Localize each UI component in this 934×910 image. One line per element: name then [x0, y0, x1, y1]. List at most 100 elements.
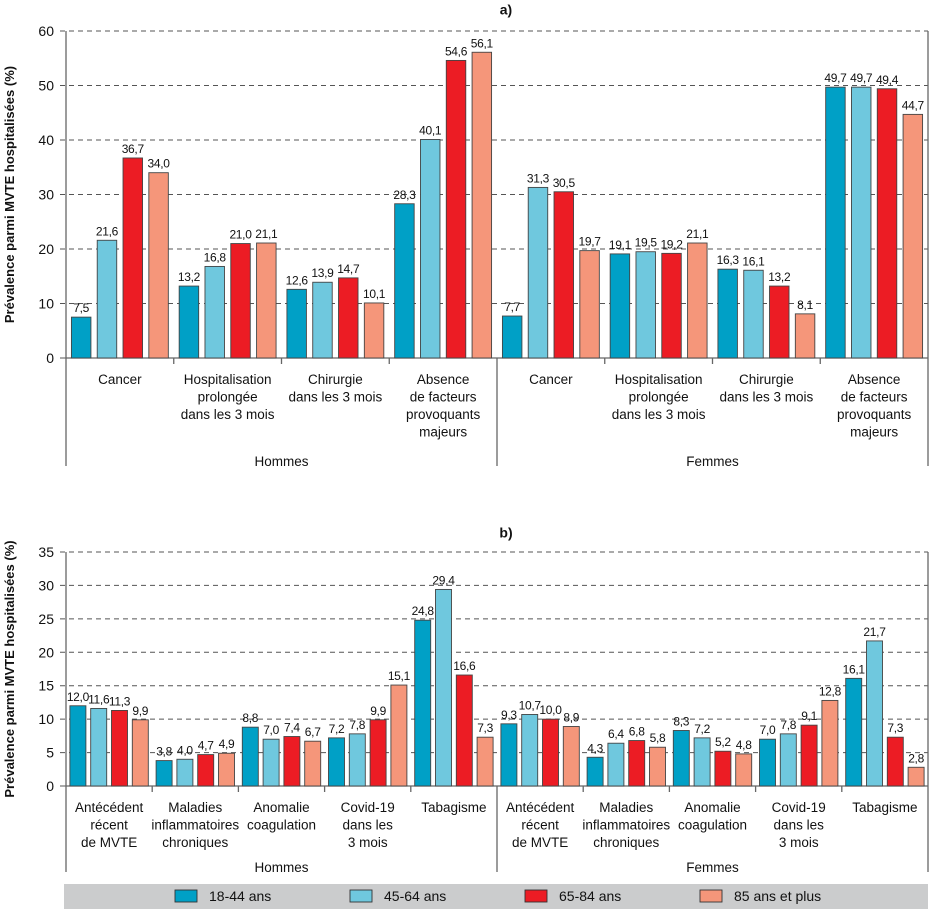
bar-18-44-ans [328, 737, 345, 787]
data-label: 16,8 [204, 250, 227, 264]
label-line: de MVTE [512, 835, 568, 850]
data-label: 7,2 [694, 722, 710, 736]
data-label: 12,8 [819, 684, 842, 698]
data-label: 12,0 [67, 690, 90, 704]
data-label: 21,1 [255, 227, 278, 241]
legend-label: 45-64 ans [384, 888, 446, 904]
label-line: Cancer [98, 372, 142, 387]
data-label: 9,1 [801, 709, 817, 723]
data-label: 8,8 [242, 711, 258, 725]
label-line: provoquants [406, 407, 481, 422]
bar-85-ans-et-plus [256, 242, 277, 359]
label-line: récent [521, 818, 559, 833]
bar-65-84-ans [714, 750, 732, 787]
x-category-label: Covid-19 dans les 3 mois [341, 800, 395, 850]
x-category-label: Hospitalisation prolongée dans les 3 mois [612, 372, 706, 422]
data-label: 4,3 [587, 741, 603, 755]
label-line: Covid-19 [341, 800, 395, 815]
bar-65-84-ans [553, 191, 574, 359]
label-line: Tabagisme [421, 800, 486, 815]
bar-18-44-ans [394, 203, 415, 359]
label-line: majeurs [419, 425, 467, 440]
bar-85-ans-et-plus [476, 736, 494, 787]
data-label: 13,2 [768, 270, 791, 284]
x-category-label: Cancer [529, 372, 573, 387]
bar-65-84-ans [445, 59, 467, 359]
label-line: chroniques [162, 835, 228, 850]
y-tick-label: 10 [38, 296, 54, 312]
data-label: 7,8 [349, 718, 365, 732]
bar-18-44-ans [501, 315, 523, 359]
label-line: Antécédent [75, 800, 144, 815]
bar-65-84-ans [886, 736, 904, 787]
x-category-label: Chirurgie dans les 3 mois [719, 372, 813, 405]
data-label: 40,1 [419, 123, 442, 137]
label-line: de MVTE [81, 835, 137, 850]
x-category-label: Anomalie coagulation [247, 800, 316, 833]
data-label: 7,7 [504, 300, 520, 314]
data-label: 9,3 [501, 708, 517, 722]
bar-45-64-ans [262, 738, 280, 787]
legend-swatch [349, 889, 373, 903]
label-line: Cancer [529, 372, 573, 387]
bar-45-64-ans [521, 714, 539, 787]
x-category-label: Maladies inflammatoires chroniques [151, 800, 239, 850]
x-category-label: Anomalie coagulation [678, 800, 747, 833]
label-line: dans les 3 mois [181, 407, 275, 422]
bar-45-64-ans [348, 733, 366, 787]
x-category-label: Cancer [98, 372, 142, 387]
data-label: 24,8 [412, 604, 435, 618]
bar-18-44-ans [286, 288, 307, 359]
y-tick-label: 30 [38, 187, 54, 203]
legend-label: 18-44 ans [209, 888, 271, 904]
label-line: 3 mois [348, 835, 388, 850]
data-label: 4,7 [198, 739, 214, 753]
group-label: Hommes [254, 860, 308, 875]
x-category-label: Maladies inflammatoires chroniques [582, 800, 670, 850]
y-tick-label: 10 [38, 711, 54, 727]
data-label: 19,5 [635, 236, 658, 250]
bar-65-84-ans [122, 157, 143, 359]
data-label: 2,8 [908, 751, 924, 765]
y-tick-label: 35 [38, 544, 54, 560]
x-category-label: Absence de facteurs provoquants majeurs [406, 372, 481, 440]
data-label: 8,9 [563, 710, 579, 724]
bar-65-84-ans [283, 736, 301, 787]
data-label: 16,1 [742, 254, 765, 268]
label-line: prolongée [629, 390, 689, 405]
data-label: 34,0 [147, 157, 170, 171]
bar-65-84-ans [197, 754, 215, 787]
x-category-label: Hospitalisation prolongée dans les 3 mois [181, 372, 275, 422]
label-line: Anomalie [684, 800, 740, 815]
label-line: dans les 3 mois [612, 407, 706, 422]
x-category-label: Tabagisme [421, 800, 486, 815]
data-label: 16,1 [843, 662, 866, 676]
bar-45-64-ans [635, 251, 656, 359]
y-tick-label: 20 [38, 241, 54, 257]
label-line: dans les [343, 818, 394, 833]
bar-18-44-ans [609, 253, 631, 359]
data-label: 5,8 [650, 731, 666, 745]
bar-85-ans-et-plus [687, 242, 708, 359]
label-line: Tabagisme [852, 800, 917, 815]
x-category-label: Chirurgie dans les 3 mois [288, 372, 382, 405]
bar-18-44-ans [672, 730, 690, 787]
bar-18-44-ans [241, 726, 259, 787]
bar-45-64-ans [607, 742, 625, 787]
label-line: de facteurs [841, 390, 908, 405]
data-label: 7,0 [263, 723, 279, 737]
bar-85-ans-et-plus [735, 753, 753, 787]
data-label: 7,0 [760, 723, 776, 737]
bar-85-ans-et-plus [794, 313, 816, 359]
data-label: 6,7 [305, 725, 321, 739]
data-label: 19,2 [660, 237, 683, 251]
data-label: 7,3 [477, 721, 493, 735]
x-category-label: Covid-19 dans les 3 mois [772, 800, 826, 850]
bar-85-ans-et-plus [907, 766, 925, 787]
data-label: 54,6 [445, 44, 468, 58]
label-line: Hospitalisation [615, 372, 703, 387]
x-category-label: Tabagisme [852, 800, 917, 815]
data-label: 21,1 [686, 227, 709, 241]
bar-45-64-ans [90, 707, 108, 787]
y-tick-label: 5 [46, 745, 54, 761]
